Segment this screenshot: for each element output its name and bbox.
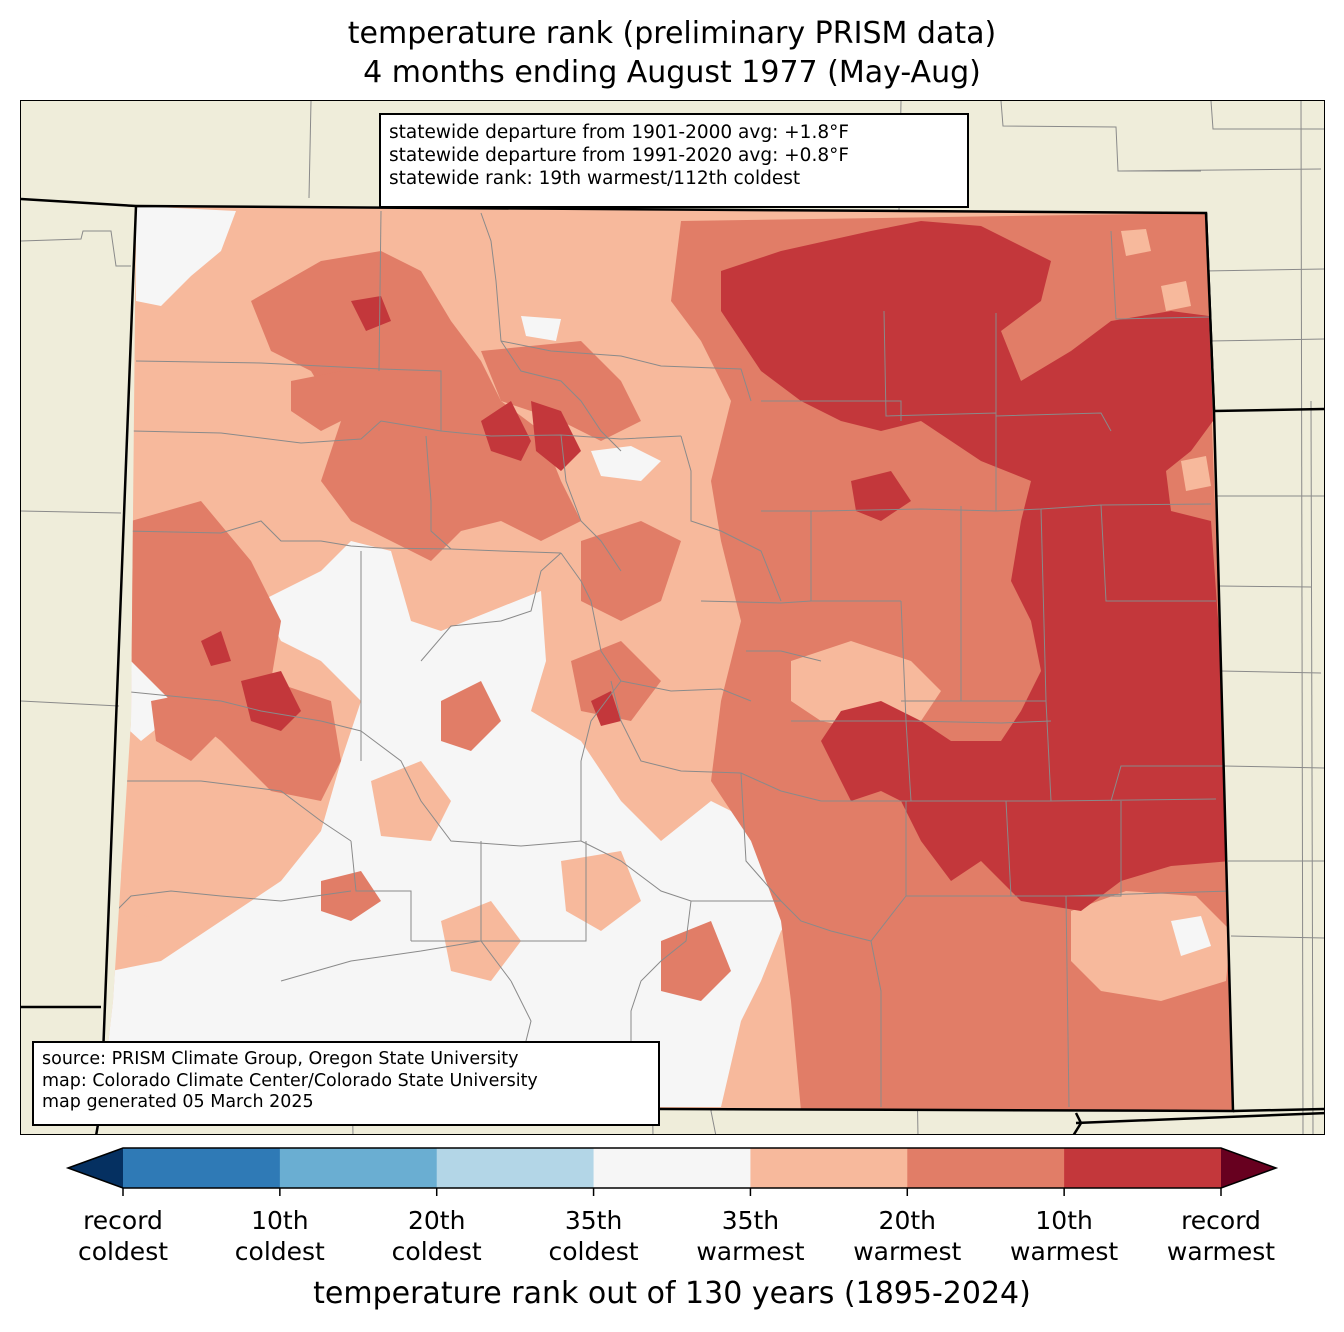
colorbar-tick-label: 20th warmest	[827, 1205, 987, 1267]
colorbar-tick-label-line-2: warmest	[853, 1237, 962, 1266]
colorbar	[65, 1147, 1279, 1196]
colorbar-tick-label-line-1: 20th	[878, 1206, 937, 1235]
colorbar-tick-label: 35th coldest	[514, 1205, 674, 1267]
colorbar-tick-label-line-1: record	[83, 1206, 163, 1235]
map-frame: statewide departure from 1901-2000 avg: …	[20, 100, 1325, 1135]
colorbar-tick-label-line-2: warmest	[696, 1237, 805, 1266]
stats-statewide-rank: statewide rank: 19th warmest/112th colde…	[389, 168, 801, 189]
colorbar-segment	[1064, 1148, 1222, 1188]
colorbar-tick-label-line-2: coldest	[548, 1237, 639, 1266]
colorbar-tick-label-line-2: warmest	[1010, 1237, 1119, 1266]
colorbar-segment	[279, 1148, 438, 1188]
stats-departure-1991-2020: statewide departure from 1991-2020 avg: …	[389, 145, 849, 166]
colorbar-segment	[750, 1148, 908, 1188]
colorbar-title: temperature rank out of 130 years (1895-…	[313, 1276, 1031, 1311]
colorbar-tick-label-line-1: 35th	[564, 1206, 623, 1235]
source-box: source: PRISM Climate Group, Oregon Stat…	[32, 1041, 660, 1126]
colorbar-tick-label-line-2: warmest	[1166, 1237, 1276, 1266]
map-title-line-1: temperature rank (preliminary PRISM data…	[347, 16, 997, 51]
statewide-stats-box: statewide departure from 1901-2000 avg: …	[379, 113, 969, 208]
colorbar-tick-label: record warmest	[1141, 1205, 1301, 1267]
colorbar-segment	[123, 1148, 281, 1188]
colorbar-tick-label-line-1: 20th	[407, 1206, 466, 1235]
stats-departure-1901-2000: statewide departure from 1901-2000 avg: …	[389, 122, 849, 143]
colorbar-tick-label-line-1: 10th	[1035, 1206, 1093, 1235]
white-spot-east	[1171, 916, 1211, 956]
colorbar-segment	[593, 1148, 751, 1188]
map-title-line-2: 4 months ending August 1977 (May-Aug)	[363, 55, 981, 90]
colorbar-segment	[436, 1148, 595, 1188]
map-generated-date: map generated 05 March 2025	[42, 1092, 314, 1112]
colorbar-tick-label: record coldest	[43, 1205, 203, 1267]
colorbar-tick-label-line-1: 35th	[721, 1206, 780, 1235]
colorado-map	[21, 101, 1324, 1134]
colorbar-tick-label: 20th coldest	[357, 1205, 517, 1267]
map-credit: map: Colorado Climate Center/Colorado St…	[42, 1070, 538, 1091]
colorbar-tick-label: 10th coldest	[200, 1205, 360, 1267]
colorbar-tick-label: 10th warmest	[984, 1205, 1144, 1267]
colorbar-tick-label: 35th warmest	[670, 1205, 830, 1267]
colorbar-high-extend	[1221, 1148, 1276, 1188]
source-credit: source: PRISM Climate Group, Oregon Stat…	[42, 1049, 519, 1069]
rank-10-warmest-areas	[201, 221, 1231, 911]
colorbar-tick-label-line-2: coldest	[234, 1237, 325, 1266]
colorbar-segment	[907, 1148, 1065, 1188]
colorbar-tick-label-line-1: record	[1181, 1206, 1261, 1235]
rank-field	[101, 206, 1233, 1111]
colorado-county-lines	[115, 210, 1232, 1108]
colorbar-tick-label-line-2: coldest	[77, 1237, 169, 1266]
colorado-state-border	[99, 204, 1235, 1113]
colorbar-tick-label-line-2: coldest	[391, 1237, 482, 1266]
colorbar-low-extend	[68, 1148, 123, 1188]
colorbar-tick-label-line-1: 10th	[251, 1206, 309, 1235]
